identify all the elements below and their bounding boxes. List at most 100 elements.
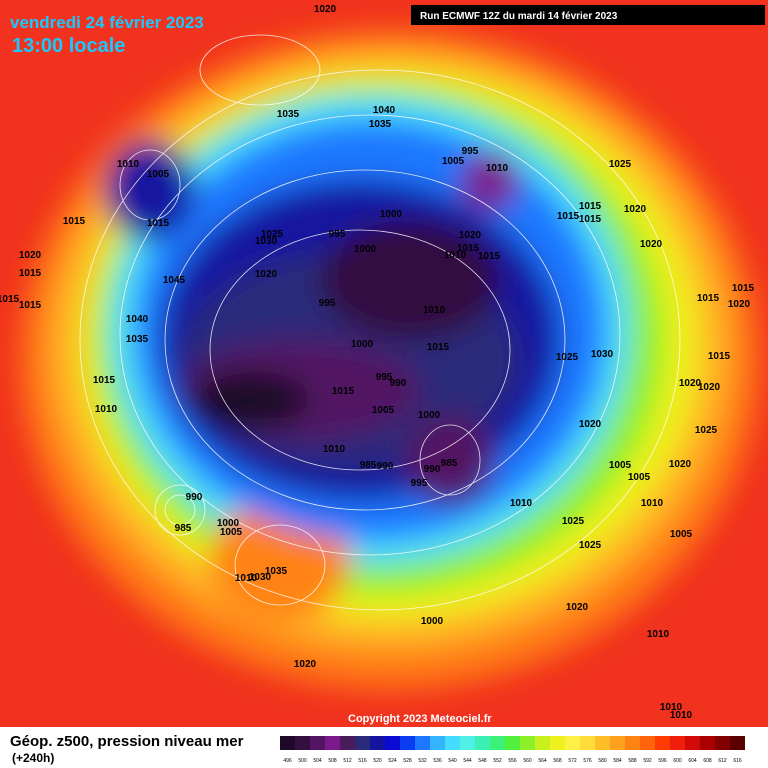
isobar-label: 1020 [728,299,751,310]
colorbar-label: 512 [343,758,352,764]
isobar-label: 1010 [647,629,670,640]
isobar-label: 985 [360,460,377,471]
copyright: Copyright 2023 Meteociel.fr [348,713,492,725]
isobar-label: 1025 [556,352,579,363]
isobar-label: 995 [319,298,336,309]
run-banner [411,5,765,25]
isobar-label: 1005 [609,460,632,471]
colorbar-label: 500 [298,758,307,764]
isobar-label: 1020 [459,230,482,241]
colorbar-swatch [730,736,745,750]
isobar-label: 1005 [372,405,395,416]
colorbar-label: 592 [643,758,652,764]
isobar-label: 1010 [117,159,140,170]
colorbar-swatch [295,736,310,750]
colorbar-label: 608 [703,758,712,764]
colorbar-label: 576 [583,758,592,764]
colorbar-label: 540 [448,758,457,764]
isobar-label: 1015 [0,294,20,305]
colorbar-swatch [310,736,325,750]
colorbar-swatch [535,736,550,750]
colorbar: 496 500 504 508 512 516 520 524 528 532 536 540 544 5… [280,736,745,764]
colorbar-swatch [670,736,685,750]
isobar-label: 1015 [427,342,450,353]
isobar-label: 1010 [423,305,446,316]
isobar-label: 1010 [670,710,693,721]
isobar-label: 1020 [294,659,317,670]
isobar-label: 1010 [486,163,509,174]
colorbar-swatch [595,736,610,750]
forecast-date: vendredi 24 février 2023 [10,13,204,32]
isobar-label: 1035 [277,109,300,120]
colorbar-swatch [700,736,715,750]
isobar-label: 1000 [418,410,441,421]
colorbar-swatch [490,736,505,750]
isobar-label: 995 [411,478,428,489]
isobar-label: 1040 [126,314,149,325]
isobar-label: 1020 [566,602,589,613]
colorbar-swatch [640,736,655,750]
isobar-label: 1000 [354,244,377,255]
colorbar-swatch [685,736,700,750]
isobar-label: 1015 [147,218,170,229]
colorbar-label: 588 [628,758,637,764]
isobar-label: 985 [175,523,192,534]
forecast-time: 13:00 locale [12,35,125,57]
colorbar-swatch [370,736,385,750]
colorbar-label: 616 [733,758,742,764]
isobar-label: 990 [186,492,203,503]
colorbar-label: 536 [433,758,442,764]
isobar-label: 1025 [695,425,718,436]
isobar-label: 1010 [95,404,118,415]
isobar-label: 1010 [660,702,683,713]
colorbar-label: 560 [523,758,532,764]
colorbar-swatch [415,736,430,750]
isobar-label: 1030 [255,236,278,247]
colorbar-label: 516 [358,758,367,764]
colorbar-swatch [385,736,400,750]
isobar-label: 1005 [670,529,693,540]
isobar-label: 1010 [444,250,467,261]
colorbar-swatch [520,736,535,750]
isobar-label: 1000 [217,518,240,529]
isobar-label: 1020 [698,382,721,393]
colorbar-label: 580 [598,758,607,764]
isobar-label: 1040 [373,105,396,116]
colorbar-label: 504 [313,758,322,764]
isobar-label: 1015 [697,293,720,304]
isobar-label: 1015 [579,214,602,225]
colorbar-label: 596 [658,758,667,764]
isobar-label: 1035 [369,119,392,130]
isobar-label: 1020 [314,4,337,15]
colorbar-label: 532 [418,758,427,764]
isobar-label: 1020 [640,239,663,250]
colorbar-swatch [715,736,730,750]
run-info: Run ECMWF 12Z du mardi 14 février 2023 [420,11,618,22]
isobar-label: 1025 [609,159,632,170]
isobar-label: 1000 [421,616,444,627]
colorbar-label: 612 [718,758,727,764]
isobar-label: 1015 [19,268,42,279]
isobar-label: 1030 [249,572,272,583]
isobar-label: 1025 [579,540,602,551]
isobars [79,34,681,611]
isobar-label: 1005 [442,156,465,167]
isobar-label: 1045 [163,275,186,286]
colorbar-swatch [565,736,580,750]
colorbar-label: 568 [553,758,562,764]
colorbar-label: 544 [463,758,472,764]
colorbar-label: 520 [373,758,382,764]
colorbar-label: 528 [403,758,412,764]
isobar-label: 990 [377,461,394,472]
isobar-label: 1020 [255,269,278,280]
colorbar-label: 508 [328,758,337,764]
isobar-label: 1000 [351,339,374,350]
isobar-label: 1020 [624,204,647,215]
isobar-label: 1025 [261,229,284,240]
colorbar-label: 604 [688,758,697,764]
isobar-label: 1035 [265,566,288,577]
colorbar-swatch [340,736,355,750]
